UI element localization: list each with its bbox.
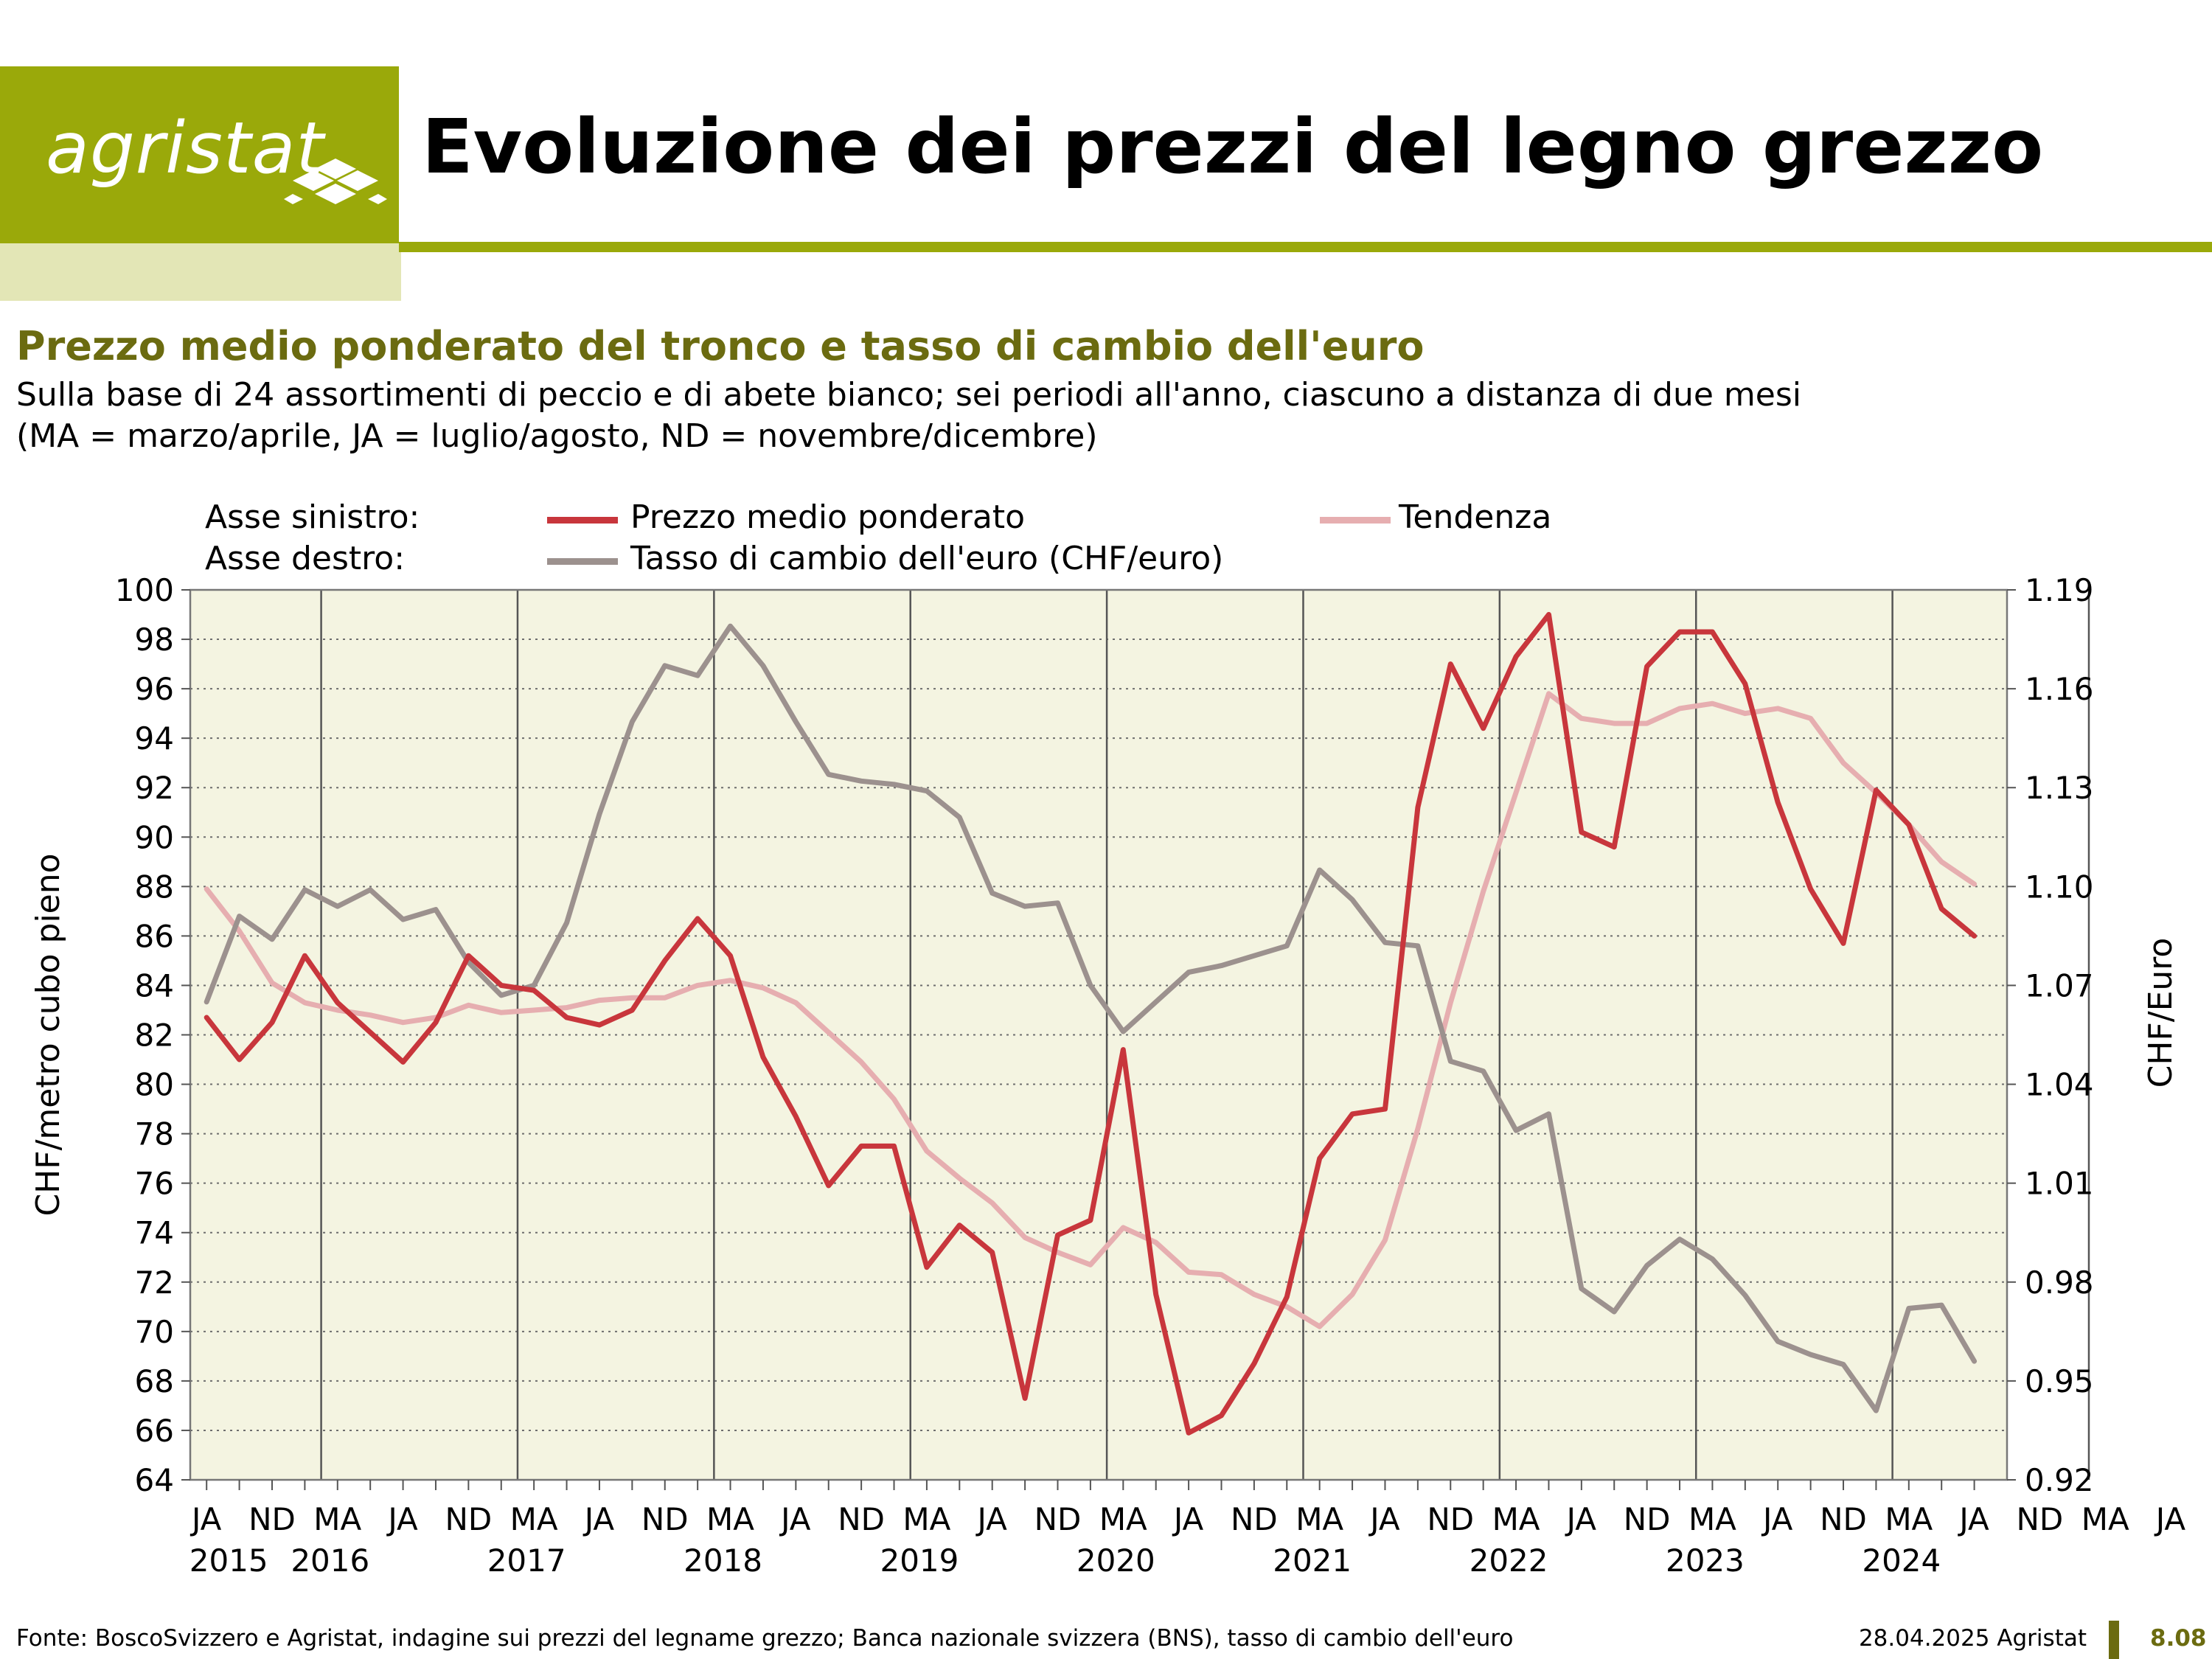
legend-fx-label: Tasso di cambio dell'euro (CHF/euro) (630, 540, 1224, 577)
x-year-label: 2016 (291, 1543, 369, 1579)
x-tick-label: JA (386, 1501, 418, 1537)
y-right-tick-label: 1.01 (2025, 1166, 2094, 1202)
legend-fx-swatch (547, 558, 618, 565)
page-title: Evoluzione dei prezzi del legno grezzo (422, 103, 2044, 191)
title-rule (399, 242, 2212, 252)
x-year-label: 2021 (1273, 1543, 1352, 1579)
x-tick-label: JA (1368, 1501, 1400, 1537)
y-left-tick-label: 70 (135, 1314, 174, 1350)
y-left-tick-label: 92 (135, 770, 174, 806)
x-year-label: 2020 (1077, 1543, 1155, 1579)
legend-trend-swatch (1320, 517, 1391, 524)
x-tick-label: MA (1492, 1501, 1540, 1537)
y-left-tick-label: 74 (135, 1215, 174, 1251)
x-tick-label: ND (1427, 1501, 1474, 1537)
x-year-label: 2017 (487, 1543, 566, 1579)
y-left-tick-label: 76 (135, 1166, 174, 1202)
y-right-tick-label: 1.13 (2025, 770, 2094, 806)
y-left-tick-label: 90 (135, 819, 174, 855)
x-tick-label: ND (445, 1501, 492, 1537)
series-line-fx (204, 623, 1978, 1413)
x-tick-label: JA (582, 1501, 615, 1537)
x-tick-label: ND (1034, 1501, 1082, 1537)
y-left-tick-label: 86 (135, 918, 174, 954)
y-left-tick-label: 72 (135, 1265, 174, 1301)
x-tick-label: MA (313, 1501, 361, 1537)
logo-box (0, 66, 399, 243)
description-line-1: Sulla base di 24 assortimenti di peccio … (16, 376, 1801, 414)
x-tick-label: ND (641, 1501, 689, 1537)
logo-strip (0, 243, 401, 301)
y-right-tick-label: 1.07 (2025, 967, 2094, 1004)
y-right-axis-title: CHF/Euro (2142, 938, 2180, 1088)
y-left-tick-label: 80 (135, 1067, 174, 1103)
series-line-price (204, 612, 1978, 1436)
y-right-tick-label: 0.92 (2025, 1462, 2094, 1498)
y-left-tick-label: 84 (135, 967, 174, 1004)
y-right-tick-label: 1.04 (2025, 1067, 2094, 1103)
y-left-tick-label: 94 (135, 720, 174, 757)
x-tick-label: MA (1885, 1501, 1933, 1537)
x-year-label: 2024 (1862, 1543, 1941, 1579)
x-tick-label: ND (1820, 1501, 1867, 1537)
logo-text: agristat (46, 107, 325, 189)
x-tick-label: MA (1295, 1501, 1343, 1537)
line-chart: 64 66 68 70 72 74 76 78 80 82 84 86 88 90 92 94 96 98 100 0… (29, 572, 2186, 1579)
x-tick-label: MA (902, 1501, 950, 1537)
chart-subtitle: Prezzo medio ponderato del tronco e tass… (16, 323, 1425, 369)
y-left-tick-label: 78 (135, 1116, 174, 1152)
x-tick-label: ND (838, 1501, 885, 1537)
x-tick-label: MA (1099, 1501, 1147, 1537)
y-right-tick-label: 1.16 (2025, 671, 2094, 707)
y-left-tick-label: 88 (135, 869, 174, 905)
y-right-tick-label: 1.19 (2025, 572, 2094, 608)
x-tick-label: MA (2081, 1501, 2129, 1537)
x-tick-label: JA (1957, 1501, 1989, 1537)
x-tick-label: JA (1172, 1501, 1204, 1537)
x-tick-label: ND (1231, 1501, 1278, 1537)
description-line-2: (MA = marzo/aprile, JA = luglio/agosto, … (16, 417, 1098, 455)
y-left-tick-label: 98 (135, 622, 174, 658)
x-tick-label: ND (1624, 1501, 1671, 1537)
x-tick-label: JA (779, 1501, 811, 1537)
y-left-axis-title: CHF/metro cubo pieno (29, 853, 67, 1216)
y-right-tick-label: 1.10 (2025, 869, 2094, 905)
x-year-label: 2019 (880, 1543, 959, 1579)
footer-page-code: 8.08 (2150, 1625, 2207, 1652)
x-tick-label: MA (706, 1501, 754, 1537)
x-tick-label: JA (1761, 1501, 1793, 1537)
y-left-tick-label: 82 (135, 1018, 174, 1054)
x-year-label: 2022 (1470, 1543, 1548, 1579)
x-tick-label: ND (248, 1501, 296, 1537)
x-tick-label: ND (2017, 1501, 2064, 1537)
series-line-trend (204, 691, 1978, 1329)
x-tick-label: MA (510, 1501, 558, 1537)
x-year-label: 2018 (684, 1543, 762, 1579)
legend-right-axis-label: Asse destro: (205, 540, 406, 577)
y-right-tick-label: 0.95 (2025, 1363, 2094, 1399)
legend-left-axis-label: Asse sinistro: (205, 498, 420, 536)
x-tick-label: JA (975, 1501, 1008, 1537)
legend-trend-label: Tendenza (1399, 498, 1552, 536)
y-left-tick-label: 100 (115, 572, 174, 608)
legend-price-label: Prezzo medio ponderato (630, 498, 1026, 536)
footer-source: Fonte: BoscoSvizzero e Agristat, indagin… (16, 1625, 1514, 1652)
y-left-tick-label: 64 (135, 1462, 174, 1498)
legend-price-swatch (547, 517, 618, 524)
x-tick-label: MA (1688, 1501, 1736, 1537)
logo-diamond-icon (284, 159, 387, 204)
y-right-tick-label: 0.98 (2025, 1265, 2094, 1301)
x-tick-label: JA (1565, 1501, 1597, 1537)
y-left-tick-label: 66 (135, 1413, 174, 1449)
x-year-label: 2023 (1666, 1543, 1745, 1579)
footer-date: 28.04.2025 Agristat (1858, 1625, 2087, 1652)
y-left-tick-label: 68 (135, 1363, 174, 1399)
x-year-label: 2015 (189, 1543, 268, 1579)
footer-bar (2109, 1621, 2119, 1659)
y-left-tick-label: 96 (135, 671, 174, 707)
x-tick-label: JA (189, 1501, 222, 1537)
x-tick-label: JA (2154, 1501, 2186, 1537)
